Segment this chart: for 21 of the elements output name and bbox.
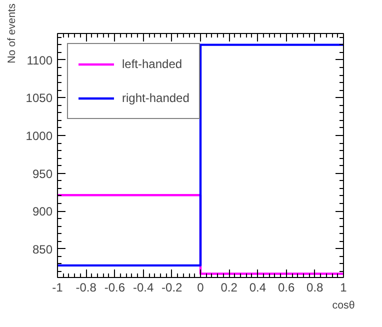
x-tick-label: -0.6 <box>104 280 126 294</box>
x-tick-label: -1 <box>52 280 64 294</box>
x-tick-label: 0.2 <box>220 280 238 294</box>
x-tick-label: 0.8 <box>306 280 324 294</box>
y-tick-label: 850 <box>32 242 53 256</box>
y-tick-label: 1000 <box>26 128 53 143</box>
x-tick-label: 1 <box>340 280 348 294</box>
legend-label: left-handed <box>122 57 182 71</box>
x-tick-label: -0.8 <box>76 280 97 294</box>
x-tick-label: 0 <box>197 280 204 294</box>
x-tick-label: -0.4 <box>132 280 154 294</box>
y-tick-label: 1100 <box>26 53 53 68</box>
y-axis-title: No of events <box>6 4 18 64</box>
x-tick-label: 0.6 <box>278 280 295 294</box>
y-tick-label: 950 <box>32 166 53 181</box>
y-tick-label: 900 <box>32 204 53 219</box>
x-tick-label: 0.4 <box>249 280 266 294</box>
x-axis-title: cosθ <box>332 300 355 312</box>
y-tick-label: 1050 <box>26 91 53 106</box>
x-tick-label: -0.2 <box>162 280 183 294</box>
legend-label: right-handed <box>122 91 190 105</box>
